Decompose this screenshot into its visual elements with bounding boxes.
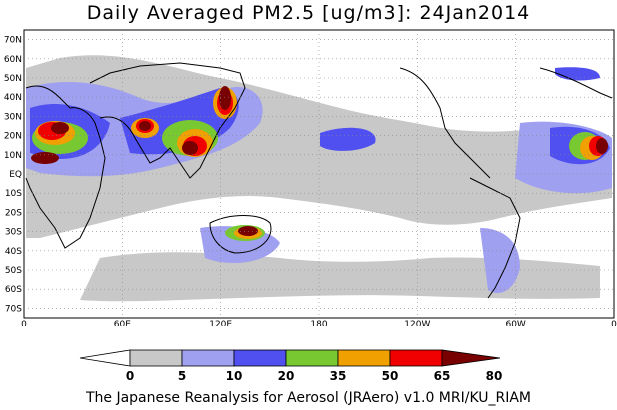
lat-tick-label: 30N — [4, 112, 22, 122]
credit-line: The Japanese Reanalysis for Aerosol (JRA… — [85, 390, 532, 406]
colorbar-swatch — [337, 349, 391, 367]
colorbar-swatch — [389, 349, 443, 367]
lon-tick-label: 0 — [21, 320, 27, 326]
pm25-map: 70N 60N 50N 40N 30N 20N 10N EQ 10S 20S 30S 40S 50S 60… — [4, 29, 617, 326]
lat-tick-label: 50N — [4, 74, 22, 84]
lat-tick-label: EQ — [9, 170, 22, 180]
colorbar-swatch — [181, 349, 235, 367]
colorbar-level-label: 10 — [226, 369, 243, 383]
colorbar-level-label: 80 — [486, 369, 503, 383]
colorbar-swatch — [233, 349, 287, 367]
colorbar-level-label: 65 — [434, 369, 451, 383]
lon-tick-label: 120E — [209, 320, 232, 326]
lat-tick-label: 70N — [4, 36, 22, 46]
lat-tick-label: 10N — [4, 151, 22, 161]
lon-tick-label: 60E — [114, 320, 131, 326]
lat-tick-label: 20S — [5, 208, 22, 218]
colorbar-level-label: 35 — [330, 369, 347, 383]
map-title: Daily Averaged PM2.5 [ug/m3]: 24Jan2014 — [86, 2, 531, 24]
lat-tick-label: 70S — [5, 304, 22, 314]
lon-tick-label: 180 — [310, 320, 327, 326]
lat-tick-label: 40S — [5, 247, 22, 257]
lon-tick-label: 0 — [611, 320, 617, 326]
colorbar-swatch — [285, 349, 339, 367]
lon-tick-label: 120W — [404, 320, 430, 326]
lat-tick-label: 20N — [4, 132, 22, 142]
lat-tick-label: 10S — [5, 189, 22, 199]
latitude-labels: 70N 60N 50N 40N 30N 20N 10N EQ 10S 20S 30S 40S 50S 60… — [4, 36, 22, 315]
colorbar-level-label: 5 — [178, 369, 186, 383]
colorbar-level-label: 0 — [126, 369, 134, 383]
grid-lines — [24, 30, 614, 318]
lat-tick-label: 40N — [4, 93, 22, 103]
colorbar-level-label: 50 — [382, 369, 399, 383]
colorbar: 0 5 10 20 35 50 65 80 — [79, 349, 503, 383]
lon-tick-label: 60W — [505, 320, 525, 326]
lat-tick-label: 60N — [4, 55, 22, 65]
lat-tick-label: 60S — [5, 285, 22, 295]
colorbar-level-label: 20 — [278, 369, 295, 383]
longitude-labels: 0 60E 120E 180 120W 60W 0 — [21, 320, 617, 326]
lat-tick-label: 30S — [5, 228, 22, 238]
colorbar-swatch — [441, 349, 501, 367]
coastlines — [25, 62, 613, 299]
lat-tick-label: 50S — [5, 266, 22, 276]
colorbar-swatch — [79, 349, 131, 367]
colorbar-swatch — [129, 349, 183, 367]
